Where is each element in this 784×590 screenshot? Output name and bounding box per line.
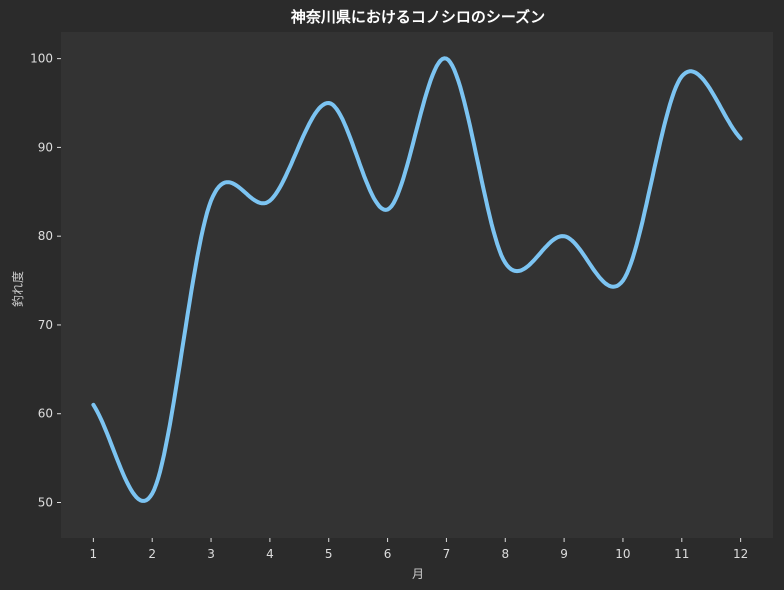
x-tick-label: 3 — [207, 547, 215, 561]
x-tick-label: 10 — [615, 547, 630, 561]
series-line — [91, 56, 743, 503]
x-tick-label: 2 — [148, 547, 156, 561]
x-tick-label: 7 — [443, 547, 451, 561]
y-tick-label: 60 — [38, 407, 53, 421]
y-axis: 50 60 70 80 90 100 — [30, 52, 61, 509]
x-axis: 1 2 3 4 5 6 7 8 9 10 11 12 — [90, 538, 748, 561]
x-tick-label: 5 — [325, 547, 333, 561]
y-tick-label: 50 — [38, 495, 53, 509]
y-tick-label: 70 — [38, 318, 53, 332]
x-tick-label: 4 — [266, 547, 274, 561]
y-tick-label: 100 — [30, 52, 53, 66]
x-tick-label: 1 — [90, 547, 98, 561]
x-tick-label: 11 — [674, 547, 689, 561]
x-tick-label: 6 — [384, 547, 392, 561]
plot-area — [61, 32, 773, 538]
x-axis-label: 月 — [412, 567, 424, 581]
y-axis-label: 釣れ度 — [10, 271, 25, 307]
y-tick-label: 90 — [38, 140, 53, 154]
x-tick-label: 12 — [733, 547, 748, 561]
y-tick-label: 80 — [38, 229, 53, 243]
x-tick-label: 8 — [501, 547, 509, 561]
chart-title: 神奈川県におけるコノシロのシーズン — [291, 8, 545, 26]
x-tick-label: 9 — [560, 547, 568, 561]
